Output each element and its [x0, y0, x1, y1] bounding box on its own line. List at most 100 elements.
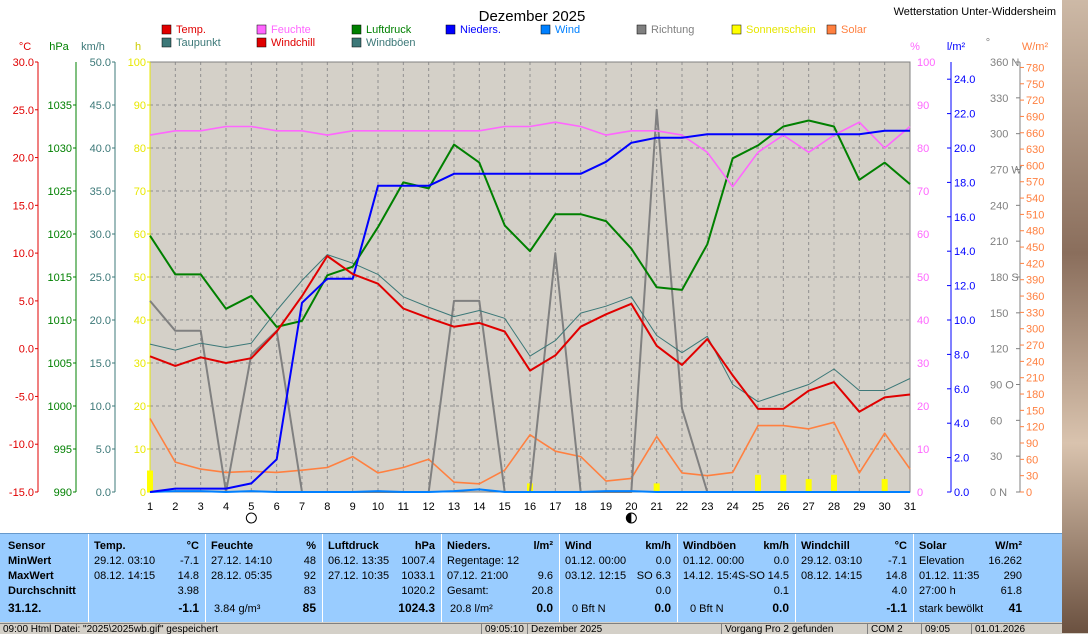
legend-swatch	[256, 37, 267, 48]
solar-tick: 660	[1026, 128, 1044, 140]
humidity-tick: 70	[917, 186, 929, 198]
temp-tick: 5.0	[19, 296, 34, 308]
stats-wind-header: Wind	[565, 540, 592, 552]
x-tick-day: 26	[777, 501, 789, 513]
rain-tick: 2.0	[954, 453, 969, 465]
stats-row-max: MaxWert	[8, 570, 54, 582]
stats-col-sensor: Sensor MinWert MaxWert Durchschnitt 31.1…	[0, 534, 89, 622]
solar-tick: 90	[1026, 438, 1038, 450]
direction-tick: 270 W	[990, 165, 1022, 177]
wind-tick: 25.0	[90, 272, 111, 284]
stats-solar-condition: stark bewölkt	[919, 603, 984, 615]
temp-tick: 0.0	[19, 344, 34, 356]
temp-tick: 20.0	[13, 153, 34, 165]
stats-gust-bft: 0 Bft N	[690, 603, 724, 615]
stats-wc-min-time: 29.12. 03:10	[801, 555, 863, 567]
stats-rain-total-label: Gesamt:	[447, 585, 489, 597]
stats-hum-today: 85	[302, 601, 316, 615]
stats-rain-header: Nieders.	[447, 540, 491, 552]
rain-tick: 22.0	[954, 109, 975, 121]
legend-label: Feuchte	[271, 24, 311, 36]
stats-wc-avg: 4.0	[891, 585, 907, 597]
stats-gust-min-time: 01.12. 00:00	[683, 555, 745, 567]
wind-tick: 0.0	[96, 487, 111, 499]
sun-tick: 40	[134, 315, 146, 327]
stats-hum-min-val: 48	[303, 555, 316, 567]
legend-swatch	[161, 37, 172, 48]
stats-col-rain: Nieders. l/m² Regentage: 12 07.12. 21:00…	[442, 534, 560, 622]
x-tick-day: 21	[651, 501, 663, 513]
stats-wind-max-val: SO 6.3	[636, 570, 671, 582]
legend-swatch	[826, 24, 837, 35]
solar-tick: 30	[1026, 471, 1038, 483]
direction-tick: 150	[990, 308, 1008, 320]
x-tick-day: 16	[524, 501, 536, 513]
pressure-tick: 1010	[48, 315, 72, 327]
legend-swatch	[445, 24, 456, 35]
solar-tick: 750	[1026, 79, 1044, 91]
stats-gust-header: Windböen	[683, 540, 737, 552]
solar-tick: 180	[1026, 389, 1044, 401]
sun-tick: 60	[134, 229, 146, 241]
stats-solar-today: 41	[1008, 601, 1022, 615]
stats-temp-max-val: 14.8	[177, 570, 199, 582]
stats-solar-unit: W/m²	[995, 540, 1022, 552]
x-tick-day: 5	[248, 501, 254, 513]
stats-solar-hours-label: 27:00 h	[919, 585, 956, 597]
direction-tick: 330	[990, 93, 1008, 105]
temp-tick: 30.0	[13, 57, 34, 69]
stats-wc-max-val: 14.8	[885, 570, 907, 582]
x-tick-day: 10	[372, 501, 384, 513]
stats-wc-unit: °C	[894, 540, 907, 552]
stats-hum-avg: 83	[303, 585, 316, 597]
sun-tick: 50	[134, 272, 146, 284]
series-line-nieders	[149, 129, 910, 493]
sunshine-bar	[831, 474, 837, 492]
wind-tick: 50.0	[90, 57, 111, 69]
stats-row-min: MinWert	[8, 555, 52, 567]
stats-gust-max-val: 14.5	[767, 570, 789, 582]
sunshine-bar	[653, 483, 660, 492]
solar-tick: 690	[1026, 111, 1044, 123]
pressure-tick: 990	[54, 487, 72, 499]
stats-temp-header: Temp.	[94, 540, 126, 552]
series-line-temp	[149, 255, 911, 413]
stats-solar-max-val: 290	[1003, 570, 1022, 582]
wind-tick: 20.0	[90, 315, 111, 327]
solar-tick: 480	[1026, 226, 1044, 238]
stats-solar-max-time: 01.12. 11:35	[919, 570, 980, 582]
sunshine-bar	[805, 479, 812, 492]
stats-solar-hours-val: 61.8	[1000, 585, 1022, 597]
x-tick-day: 9	[350, 501, 356, 513]
rain-tick: 24.0	[954, 74, 975, 86]
new-moon-icon	[245, 512, 257, 524]
x-tick-day: 31	[904, 501, 916, 513]
stats-hum-min-time: 27.12. 14:10	[211, 555, 273, 567]
pressure-tick: 1000	[48, 401, 72, 413]
pressure-tick: 995	[54, 444, 72, 456]
pressure-tick: 1015	[48, 272, 72, 284]
stats-temp-max-time: 08.12. 14:15	[94, 570, 156, 582]
humidity-tick: 30	[917, 358, 929, 370]
stats-sensor-header: Sensor	[8, 540, 46, 552]
stats-solar-header: Solar	[919, 540, 947, 552]
stats-wind-today: 0.0	[654, 601, 671, 615]
stats-col-solar: Solar W/m² Elevation 16.262 01.12. 11:35…	[914, 534, 1028, 622]
series-line-windböen	[149, 254, 911, 403]
rain-tick: 10.0	[954, 315, 975, 327]
status-bar: 09:00 Html Datei: "2025\2025wb.gif" gesp…	[0, 623, 1062, 634]
stats-wc-max-time: 08.12. 14:15	[801, 570, 863, 582]
legend-label: Richtung	[651, 24, 694, 36]
solar-tick: 390	[1026, 275, 1044, 287]
sun-tick: 70	[134, 186, 146, 198]
pressure-tick: 1020	[48, 229, 72, 241]
solar-tick: 300	[1026, 324, 1044, 336]
stats-temp-avg: 3.98	[177, 585, 199, 597]
stats-hum-header: Feuchte	[211, 540, 254, 552]
stats-wind-min-time: 01.12. 00:00	[565, 555, 627, 567]
stats-hum-extra: 3.84 g/m³	[214, 603, 261, 615]
solar-tick: 240	[1026, 356, 1044, 368]
sun-tick: 20	[134, 401, 146, 413]
x-tick-day: 28	[828, 501, 840, 513]
direction-tick: 360 N	[990, 57, 1019, 69]
